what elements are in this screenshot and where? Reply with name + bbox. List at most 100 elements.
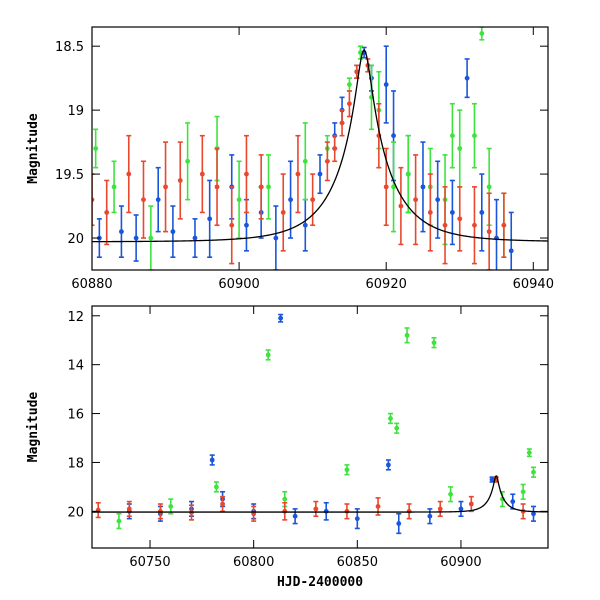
model-curve <box>92 475 548 513</box>
data-point <box>347 82 352 87</box>
data-point <box>406 508 412 514</box>
series-red <box>95 476 526 522</box>
data-point <box>185 158 191 164</box>
data-point <box>214 184 220 190</box>
data-point <box>302 222 308 228</box>
data-point <box>344 467 350 473</box>
data-point <box>332 146 338 151</box>
data-point <box>295 171 301 177</box>
y-tick-label: 20 <box>67 232 84 247</box>
data-point <box>391 133 396 139</box>
y-tick-label: 16 <box>67 408 84 423</box>
data-point <box>220 501 225 507</box>
data-point <box>302 158 308 164</box>
data-point <box>163 184 168 190</box>
data-point <box>177 178 183 183</box>
data-point <box>354 516 360 522</box>
data-point <box>391 184 396 190</box>
x-tick-label: 60880 <box>71 277 112 292</box>
data-point <box>448 491 453 497</box>
data-point <box>317 171 323 177</box>
data-point <box>404 332 410 338</box>
data-point <box>282 508 288 514</box>
data-point <box>168 504 174 509</box>
data-point <box>199 171 205 177</box>
data-point <box>383 184 389 190</box>
data-point <box>458 506 464 512</box>
data-point <box>323 508 329 514</box>
data-point <box>324 158 330 164</box>
data-point <box>398 203 404 209</box>
data-point <box>437 506 443 512</box>
data-point <box>354 69 360 75</box>
data-point <box>510 499 516 504</box>
data-point <box>472 222 477 228</box>
data-point <box>520 489 526 495</box>
data-point <box>313 506 319 512</box>
plot-area <box>92 313 548 535</box>
y-axis-title: Magnitude <box>26 113 41 184</box>
y-tick-label: 20 <box>67 505 84 520</box>
data-point <box>457 216 463 222</box>
y-tick-label: 19 <box>67 104 84 119</box>
data-point <box>431 340 437 346</box>
data-point <box>155 197 161 203</box>
y-tick-label: 19.5 <box>55 168 84 183</box>
data-point <box>396 521 402 526</box>
data-point <box>104 210 110 215</box>
data-point <box>449 210 455 215</box>
data-point <box>126 506 132 512</box>
x-axis-title: HJD-2400000 <box>277 575 363 590</box>
x-tick-label: 60800 <box>233 555 274 570</box>
series-green <box>116 327 536 530</box>
data-point <box>344 508 350 514</box>
data-point <box>435 197 441 203</box>
data-point <box>192 235 198 241</box>
y-tick-label: 18.5 <box>55 40 84 55</box>
data-point <box>126 171 132 177</box>
data-point <box>386 462 391 468</box>
x-tick-label: 60850 <box>337 555 378 570</box>
data-point <box>501 222 507 228</box>
data-point <box>531 511 536 517</box>
y-tick-label: 18 <box>67 456 84 471</box>
series-blue <box>126 313 536 535</box>
data-point <box>383 82 389 87</box>
data-point <box>310 197 316 203</box>
axes-frame <box>91 26 549 271</box>
top-panel: 60880 60900 60920 60940 18.5 19 19.5 20 Magnitud… <box>26 26 554 292</box>
data-point <box>472 133 477 139</box>
data-point <box>508 248 514 254</box>
x-tick-label: 60900 <box>440 555 481 570</box>
data-point <box>489 477 495 482</box>
data-point <box>394 425 400 431</box>
data-point <box>273 235 279 241</box>
x-tick-label: 60920 <box>366 277 407 292</box>
data-point <box>280 210 286 215</box>
x-tick-label: 60750 <box>129 555 170 570</box>
data-point <box>479 210 485 215</box>
data-point <box>148 235 154 241</box>
data-point <box>531 469 536 475</box>
data-point <box>449 133 455 139</box>
data-point <box>420 184 426 190</box>
data-point <box>111 184 117 190</box>
bottom-panel: 60750 60800 60850 60900 12 14 16 18 20 Magnitude H… <box>26 305 549 590</box>
data-point <box>526 450 532 456</box>
data-point <box>209 457 215 463</box>
data-point <box>292 513 298 519</box>
data-point <box>282 496 288 502</box>
data-point <box>258 184 264 190</box>
data-point <box>278 315 284 321</box>
data-point <box>468 501 474 507</box>
data-point <box>347 101 352 107</box>
data-point <box>427 513 433 519</box>
data-point <box>266 184 271 190</box>
model-curve <box>92 49 548 243</box>
data-point <box>413 197 419 203</box>
data-point <box>116 518 122 524</box>
series-red <box>92 58 507 270</box>
x-tick-label: 60900 <box>218 277 259 292</box>
data-point <box>375 504 381 509</box>
